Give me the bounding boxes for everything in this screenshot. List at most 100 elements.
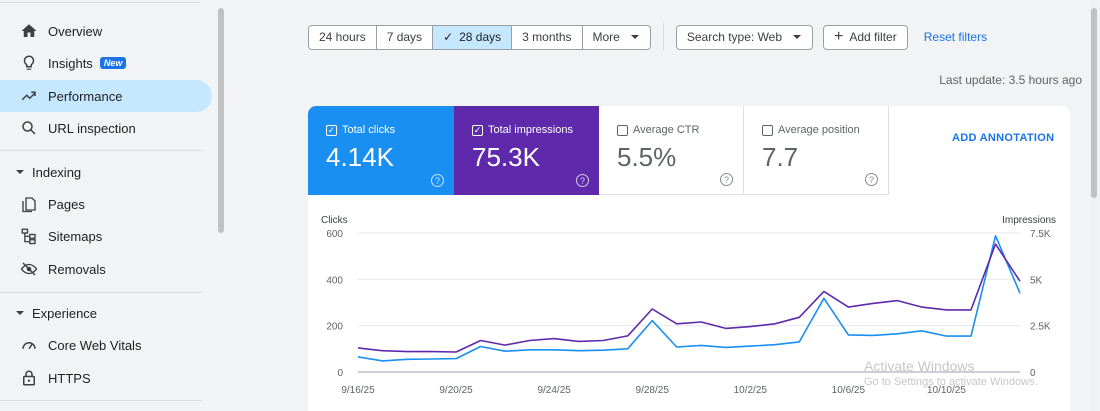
add-annotation-button[interactable]: ADD ANNOTATION — [952, 132, 1055, 144]
sidebar-item-core-web-vitals[interactable]: Core Web Vitals — [0, 329, 212, 361]
checkbox-checked-icon[interactable]: ✓ — [472, 124, 483, 136]
page-scrollbar[interactable] — [1090, 0, 1098, 411]
toolbar-separator — [662, 23, 664, 51]
help-icon[interactable]: ? — [720, 173, 733, 186]
add-filter-label: Add filter — [849, 30, 897, 44]
section-indexing[interactable]: Indexing — [0, 158, 212, 186]
help-icon[interactable]: ? — [431, 174, 444, 187]
sidebar-item-label: Insights — [48, 55, 93, 71]
performance-card: ✓ Total clicks 4.14K ? ✓ Total impressions… — [308, 106, 1070, 411]
sidebar-item-label: Pages — [48, 196, 85, 212]
range-28-days[interactable]: ✓ 28 days — [433, 25, 513, 49]
caret-down-icon — [793, 35, 802, 39]
checkbox-checked-icon[interactable]: ✓ — [326, 124, 337, 136]
x-tick-label: 9/24/25 — [537, 385, 571, 396]
date-range-selector: 24 hours 7 days ✓ 28 days 3 months More — [308, 24, 651, 50]
y-left-tick-label: 400 — [326, 275, 343, 286]
sidebar-item-label: Sitemaps — [48, 228, 103, 244]
x-tick-label: 9/16/25 — [341, 385, 375, 396]
section-experience[interactable]: Experience — [0, 299, 212, 327]
series-line-clicks — [357, 234, 1021, 362]
sidebar-item-label: Core Web Vitals — [48, 337, 142, 353]
y-right-axis-label: Impressions — [1002, 215, 1056, 226]
more-label: More — [592, 30, 620, 44]
trending-icon — [0, 87, 48, 105]
search-type-dropdown[interactable]: Search type: Web — [675, 24, 814, 50]
x-tick-label: 10/2/25 — [734, 385, 768, 396]
eye-off-icon — [0, 260, 48, 278]
home-icon — [0, 22, 48, 40]
new-badge: New — [99, 57, 127, 69]
sidebar-item-url-inspection[interactable]: URL inspection — [0, 112, 212, 144]
help-icon[interactable]: ? — [576, 174, 589, 187]
metric-total-clicks[interactable]: ✓ Total clicks 4.14K ? — [308, 106, 454, 195]
metric-label: Total clicks — [342, 124, 396, 136]
sidebar-item-https[interactable]: HTTPS — [0, 362, 212, 394]
sidebar: Overview Insights New Performance URL in… — [0, 0, 226, 411]
help-icon[interactable]: ? — [865, 173, 878, 186]
search-icon — [0, 119, 48, 137]
x-tick-label: 9/20/25 — [439, 385, 473, 396]
search-type-label: Search type: Web — [686, 30, 783, 44]
caret-down-icon — [0, 308, 32, 318]
filter-toolbar: 24 hours 7 days ✓ 28 days 3 months More … — [308, 23, 993, 51]
metric-label: Average position — [778, 124, 860, 136]
sidebar-item-performance[interactable]: Performance — [0, 80, 212, 112]
y-left-tick-label: 600 — [326, 229, 343, 240]
reset-filters-button[interactable]: Reset filters — [923, 30, 988, 44]
metric-average-position[interactable]: Average position 7.7 ? — [744, 106, 889, 195]
metric-value: 75.3K — [472, 142, 540, 172]
sidebar-item-label: Removals — [48, 261, 106, 277]
sidebar-divider — [0, 150, 202, 151]
more-dropdown[interactable]: More — [583, 26, 650, 49]
metric-label: Total impressions — [488, 124, 573, 136]
section-title: Indexing — [32, 164, 82, 180]
sidebar-item-removals[interactable]: Removals — [0, 253, 212, 285]
range-7-days[interactable]: 7 days — [377, 25, 434, 49]
y-right-tick-label: 2.5K — [1030, 322, 1051, 333]
gauge-icon — [0, 336, 48, 354]
sidebar-item-overview[interactable]: Overview — [0, 15, 212, 47]
sidebar-item-sitemaps[interactable]: Sitemaps — [0, 220, 212, 252]
x-tick-label: 9/28/25 — [636, 385, 670, 396]
sidebar-divider — [0, 292, 202, 293]
sidebar-divider — [0, 2, 200, 3]
sidebar-item-insights[interactable]: Insights New — [0, 47, 212, 79]
caret-down-icon — [630, 35, 639, 39]
main-content: 24 hours 7 days ✓ 28 days 3 months More … — [226, 0, 1100, 411]
add-filter-button[interactable]: + Add filter — [823, 24, 908, 50]
y-right-tick-label: 7.5K — [1030, 229, 1051, 240]
sidebar-item-label: URL inspection — [48, 120, 136, 136]
y-left-axis-label: Clicks — [321, 215, 348, 226]
checkbox-unchecked-icon[interactable] — [762, 124, 773, 136]
range-3-months[interactable]: 3 months — [512, 25, 583, 49]
metric-value: 5.5% — [617, 142, 677, 172]
sidebar-item-label: Performance — [48, 88, 123, 104]
metric-label: Average CTR — [633, 124, 700, 136]
y-right-tick-label: 0 — [1030, 368, 1036, 379]
sitemap-icon — [0, 227, 48, 245]
lightbulb-icon — [0, 54, 48, 72]
check-icon: ✓ — [443, 30, 454, 44]
metric-value: 7.7 — [762, 142, 799, 172]
range-24-hours[interactable]: 24 hours — [309, 25, 377, 49]
sidebar-item-pages[interactable]: Pages — [0, 188, 212, 220]
metric-value: 4.14K — [326, 142, 394, 172]
x-tick-label: 10/10/25 — [927, 385, 966, 396]
sidebar-item-label: HTTPS — [48, 370, 91, 386]
series-line-impressions — [357, 243, 1021, 353]
y-left-tick-label: 0 — [337, 368, 343, 379]
caret-down-icon — [0, 167, 32, 177]
x-tick-label: 10/6/25 — [832, 385, 866, 396]
y-left-tick-label: 200 — [326, 322, 343, 333]
pages-icon — [0, 195, 48, 213]
scrollbar-thumb[interactable] — [1091, 8, 1097, 198]
metric-average-ctr[interactable]: Average CTR 5.5% ? — [599, 106, 744, 195]
sidebar-item-label: Overview — [48, 23, 103, 39]
checkbox-unchecked-icon[interactable] — [617, 124, 628, 136]
lock-icon — [0, 369, 48, 387]
performance-chart: Clicks Impressions 600 7.5K 400 5K 200 2.5K 0 0 9/… — [321, 215, 1056, 396]
metric-total-impressions[interactable]: ✓ Total impressions 75.3K ? — [454, 106, 599, 195]
y-right-tick-label: 5K — [1030, 275, 1043, 286]
sidebar-scrollbar[interactable] — [218, 8, 224, 233]
